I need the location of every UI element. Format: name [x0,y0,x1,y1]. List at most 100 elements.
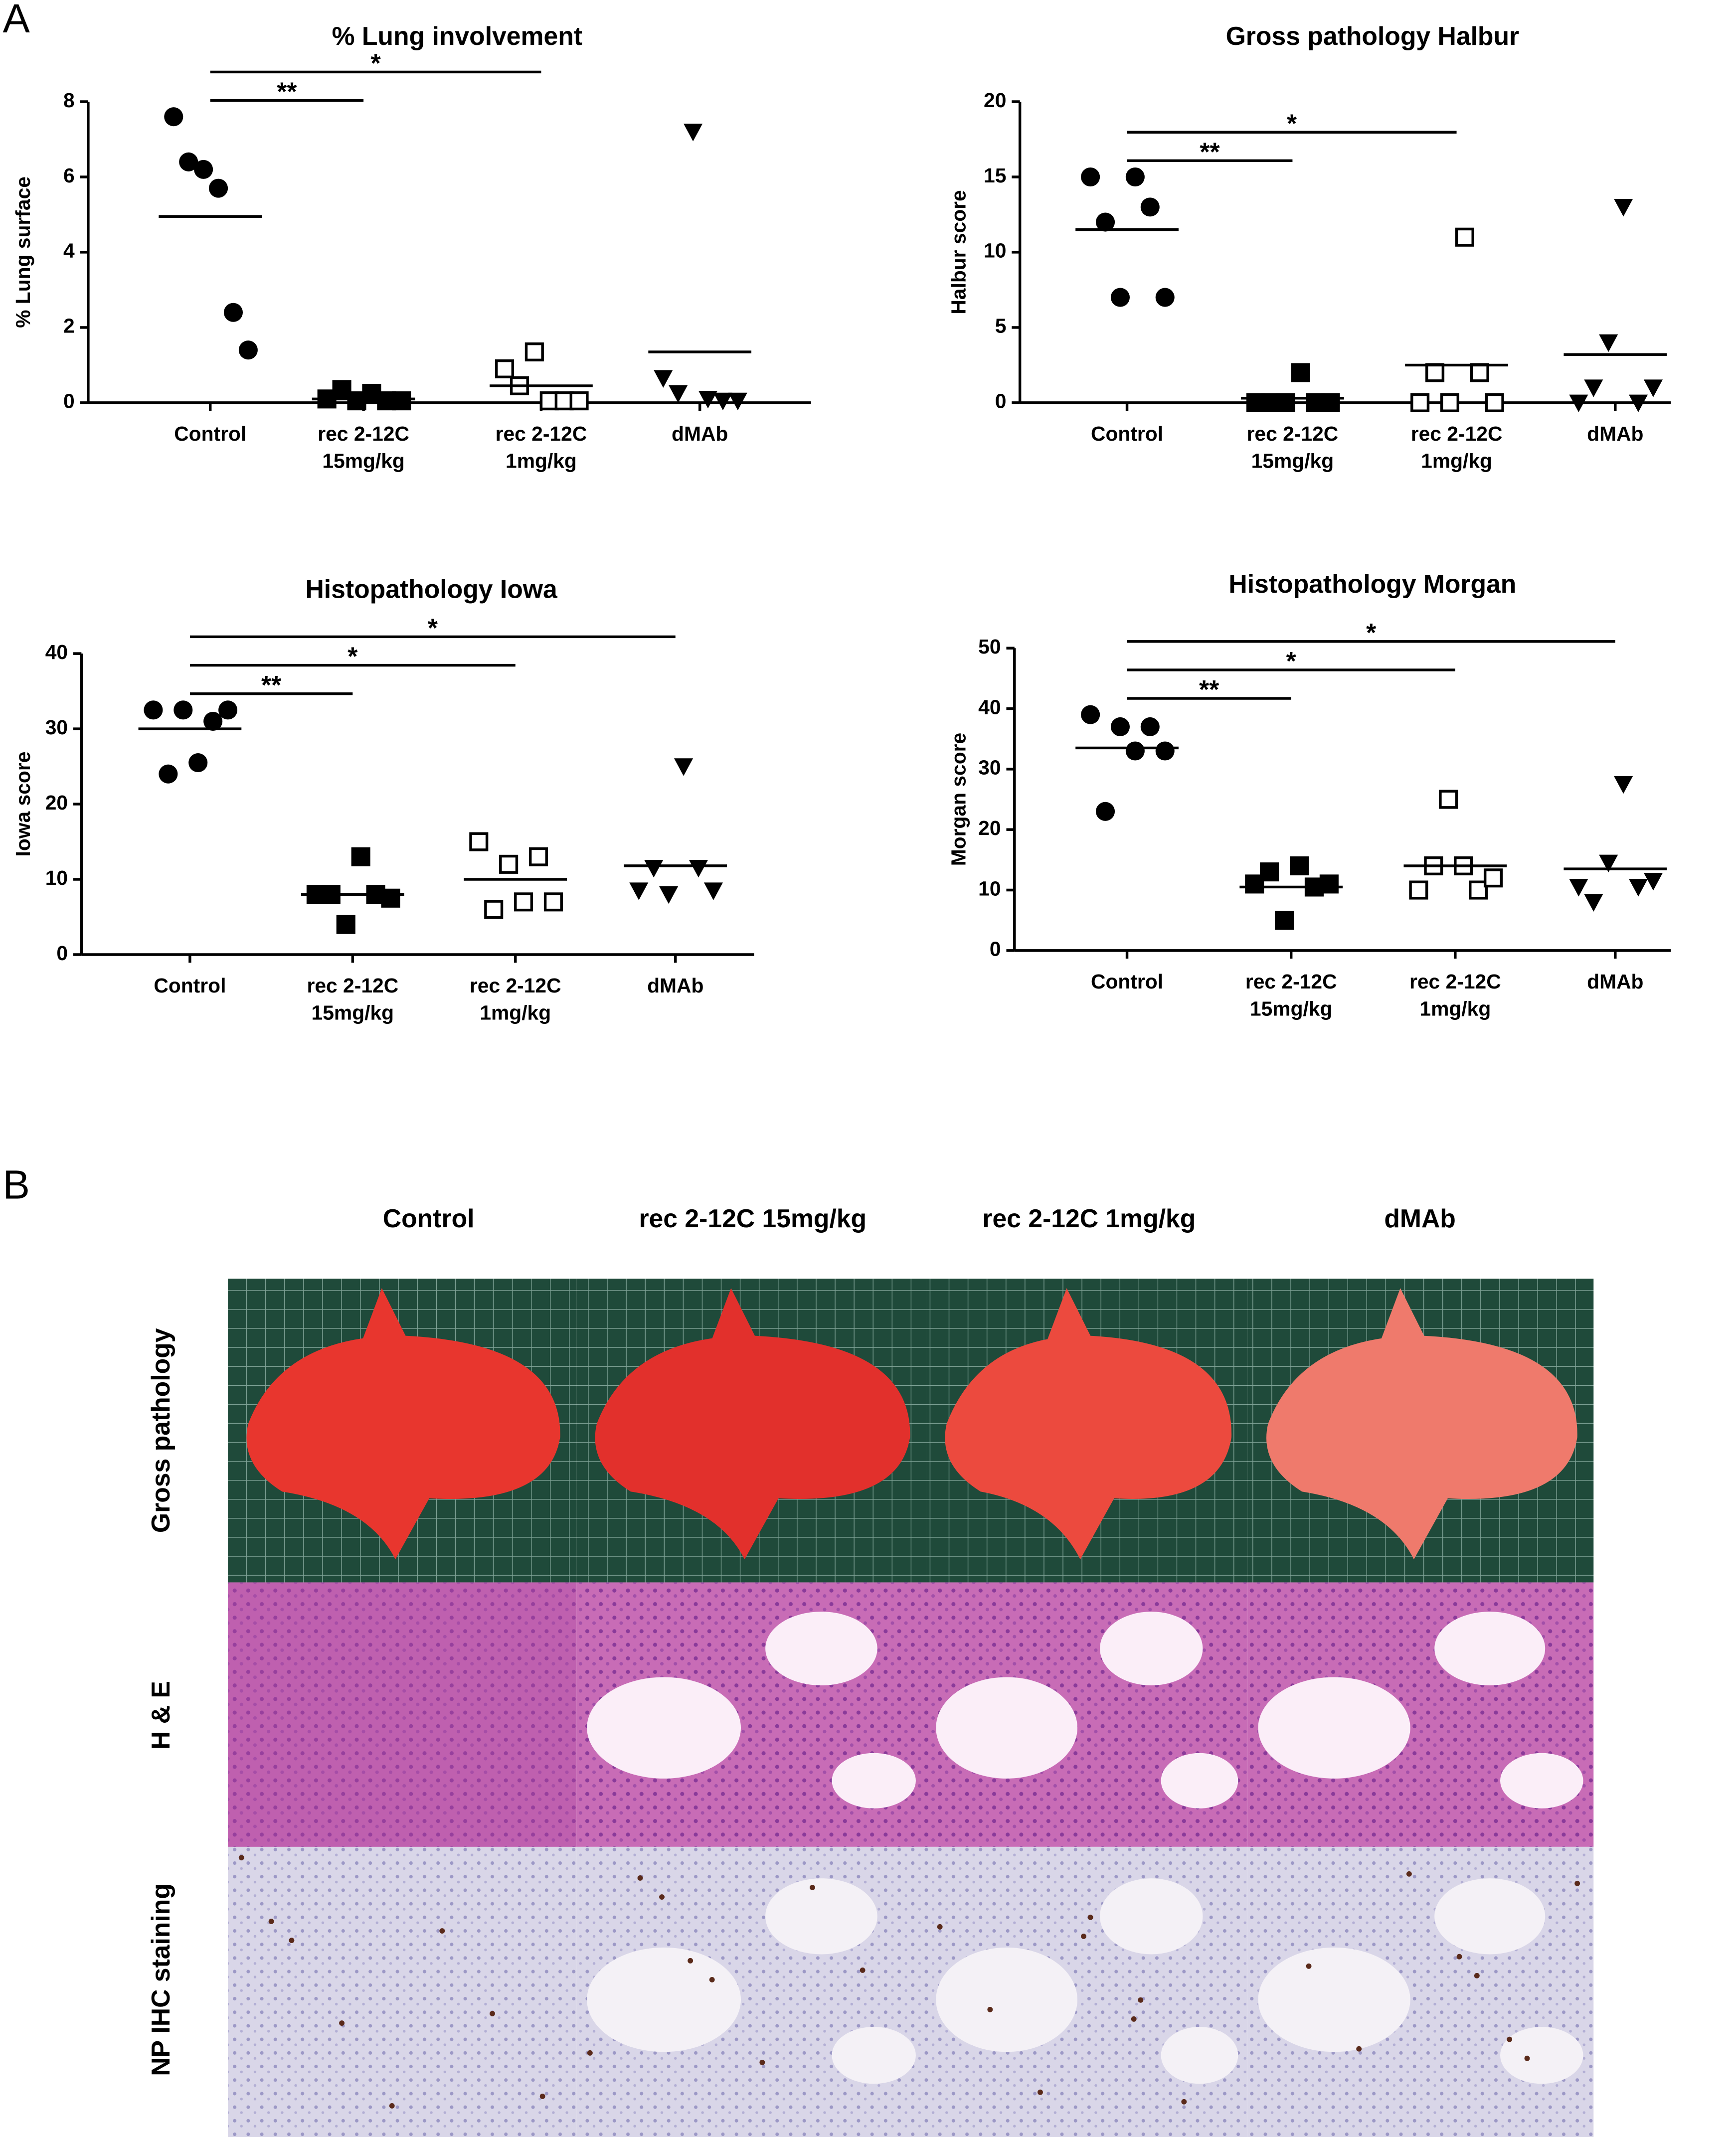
y-tick-label: 0 [63,390,75,413]
stain-dot [1087,1914,1093,1920]
row-label: H & E [146,1681,175,1750]
point [218,700,238,720]
airspace [1100,1612,1203,1686]
point [1276,393,1295,412]
point [1095,802,1115,821]
point [144,700,163,720]
point [1321,393,1340,412]
stain-dot [1306,1963,1312,1969]
y-tick-label: 6 [63,164,75,187]
y-tick-label: 20 [45,791,68,814]
stain-dot [1356,2046,1362,2052]
airspace [587,1677,741,1779]
significance-label: * [1287,109,1297,138]
stain-dot [268,1919,274,1924]
image-grid [228,1279,1594,2137]
point [1110,288,1130,307]
chart-title: Histopathology Morgan [1228,569,1516,598]
point [543,892,563,912]
stain-dot [490,2011,495,2016]
point [1584,379,1603,397]
point [528,847,548,866]
airspace [1434,1878,1546,1955]
y-tick-label: 40 [45,641,68,663]
column-header: Control [383,1204,475,1233]
point [499,854,519,874]
point [1614,199,1633,217]
airspace [1100,1878,1203,1955]
column-header: rec 2-12C 15mg/kg [639,1204,867,1233]
stain-dot [1524,2055,1530,2061]
y-axis-label: Morgan score [947,733,970,866]
x-tick-label: 1mg/kg [1419,997,1491,1020]
stain-dot [810,1885,815,1890]
x-tick-label: rec 2-12C [470,974,561,997]
point [644,860,664,878]
significance-label: ** [261,670,282,699]
point [1095,212,1115,232]
stain-dot [587,2050,593,2056]
chart-title: Histopathology Iowa [305,575,558,604]
point [689,860,708,878]
point [1110,717,1130,737]
lung-lobe [1380,1288,1428,1342]
significance-label: * [347,642,358,671]
stain-dot [1406,1871,1412,1877]
point [684,124,703,142]
stain-dot [238,1855,244,1861]
point [484,900,504,919]
airspace [1258,1947,1410,2052]
point [164,107,183,127]
point [194,160,213,179]
significance-label: ** [1200,137,1220,166]
x-tick-label: Control [1091,422,1163,445]
ihc-image [228,1846,577,2137]
point [1291,363,1310,382]
stain-dot [539,2093,545,2099]
stain-dot [1507,2036,1513,2042]
y-tick-label: 8 [63,89,75,112]
x-tick-label: rec 2-12C [496,422,587,445]
x-tick-label: dMAb [1587,970,1643,993]
stain-dot [389,2103,395,2109]
point [659,886,679,904]
y-tick-label: 20 [984,89,1006,112]
x-tick-label: 1mg/kg [480,1001,551,1024]
x-tick-label: Control [154,974,226,997]
point [1260,862,1279,882]
he-image [228,1582,577,1847]
stain-dot [289,1938,295,1944]
lung [246,1335,560,1560]
chart-title: Gross pathology Halbur [1226,21,1520,50]
x-tick-label: 15mg/kg [1251,449,1334,472]
lung [1266,1335,1577,1560]
significance-label: ** [1199,675,1219,704]
point [1125,741,1145,761]
point [351,847,370,866]
airspace [1161,2026,1238,2084]
point [703,882,723,900]
stain-dot [637,1875,643,1881]
significance-label: * [1366,618,1377,647]
airspace [1161,1753,1238,1808]
point [174,700,193,720]
point [381,888,400,908]
x-tick-label: dMAb [1587,422,1643,445]
point [1485,393,1504,412]
panel-label: B [3,1162,30,1207]
point [1125,167,1145,187]
point [1275,911,1294,930]
point [698,391,718,409]
stain-dot [1574,1880,1580,1886]
row-label: Gross pathology [146,1328,175,1533]
point [223,303,243,322]
point [1470,363,1489,382]
point [1439,790,1458,809]
x-tick-label: Control [174,422,246,445]
point [336,915,355,934]
point [1155,288,1175,307]
point [1643,873,1663,891]
y-axis-label: % Lung surface [11,176,34,328]
